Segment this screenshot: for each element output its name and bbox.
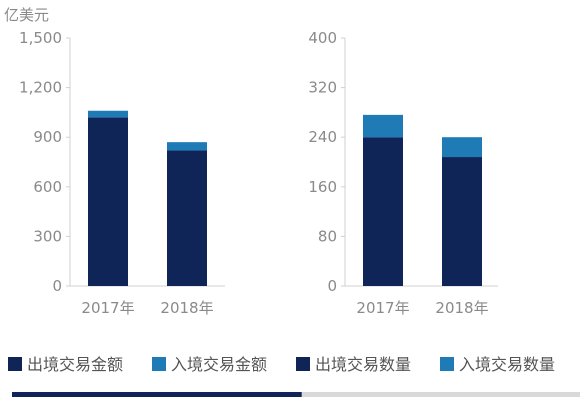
legend-swatch <box>152 357 166 371</box>
bar-2-2017年-series-1 <box>363 137 403 286</box>
y-tick-label: 320 <box>308 79 337 97</box>
chart-panel-2: 0 80 160 240 320 400 2017年 2018年 <box>308 29 498 317</box>
legend-label: 入境交易数量 <box>459 355 555 374</box>
y-tick-label: 0 <box>52 277 62 295</box>
y-tick-label: 400 <box>308 29 337 47</box>
bar-1-2017年-series-2 <box>88 110 128 118</box>
bar-1-2017年-series-1 <box>88 117 128 286</box>
legend-swatch <box>296 357 310 371</box>
bar-2-2018年-series-1 <box>442 157 482 286</box>
progress-fill <box>12 392 302 397</box>
legend-label: 出境交易金额 <box>27 355 123 374</box>
y-tick-label: 600 <box>33 178 62 196</box>
progress-bar <box>12 392 580 397</box>
bar-2-2018年-series-2 <box>442 137 482 158</box>
bar-1-2018年-series-2 <box>167 142 207 151</box>
x-tick-label: 2018年 <box>160 299 213 317</box>
legend-label: 入境交易金额 <box>171 355 267 374</box>
legend-item: 入境交易数量 <box>440 355 555 374</box>
y-tick-label: 1,500 <box>19 29 62 47</box>
legend-swatch <box>440 357 454 371</box>
legend-swatch <box>8 357 22 371</box>
y-tick-label: 1,200 <box>19 79 62 97</box>
x-tick-label: 2017年 <box>356 299 409 317</box>
bar-2-2017年-series-2 <box>363 114 403 138</box>
y-tick-label: 160 <box>308 178 337 196</box>
y-tick-label: 900 <box>33 128 62 146</box>
y-tick-label: 240 <box>308 128 337 146</box>
legend-item: 出境交易金额 <box>8 355 123 374</box>
legend-item: 入境交易金额 <box>152 355 267 374</box>
legend-item: 出境交易数量 <box>296 355 411 374</box>
y-tick-label: 300 <box>33 227 62 245</box>
charts-layer: 0 300 600 900 1,200 1,500 2017年 2018年 0 80 160 240 3… <box>19 29 498 317</box>
x-tick-label: 2017年 <box>81 299 134 317</box>
legend: 出境交易金额 入境交易金额 出境交易数量 入境交易数量 <box>8 355 555 374</box>
x-tick-label: 2018年 <box>435 299 488 317</box>
unit-label: 亿美元 <box>4 6 49 24</box>
y-tick-label: 80 <box>318 227 337 245</box>
chart-panel-1: 0 300 600 900 1,200 1,500 2017年 2018年 <box>19 29 225 317</box>
legend-label: 出境交易数量 <box>315 355 411 374</box>
bar-1-2018年-series-1 <box>167 150 207 286</box>
y-tick-label: 0 <box>327 277 337 295</box>
